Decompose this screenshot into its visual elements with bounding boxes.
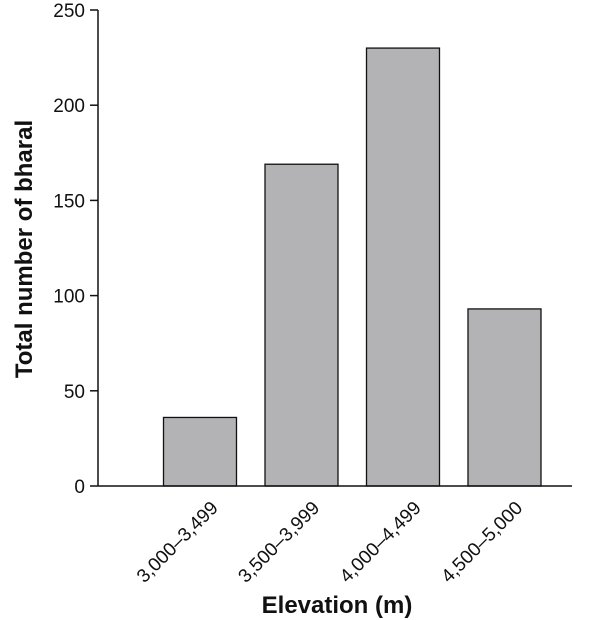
y-axis-ticks: 0 50 100 150 200 250 (53, 1, 98, 498)
y-axis-title: Total number of bharal (11, 120, 38, 378)
x-tick-label: 4,000–4,499 (336, 498, 426, 588)
bars (162, 47, 542, 487)
bar-4 (467, 308, 542, 487)
y-tick-label: 250 (53, 1, 85, 22)
bar-1 (162, 416, 238, 487)
bar-3 (365, 47, 441, 487)
y-tick-label: 150 (53, 191, 85, 212)
x-tick-label: 3,000–3,499 (133, 498, 223, 588)
x-tick-label: 3,500–3,999 (235, 498, 325, 588)
x-tick-label: 4,500–5,000 (438, 498, 528, 588)
y-tick-label: 200 (53, 96, 85, 117)
x-axis-ticks: 3,000–3,499 3,500–3,999 4,000–4,499 4,500–5… (133, 498, 527, 588)
y-tick-label: 100 (53, 287, 85, 308)
y-tick-label: 0 (74, 477, 85, 498)
y-tick-label: 50 (64, 382, 85, 403)
x-axis-title: Elevation (m) (262, 592, 413, 619)
bar-2 (264, 163, 339, 487)
